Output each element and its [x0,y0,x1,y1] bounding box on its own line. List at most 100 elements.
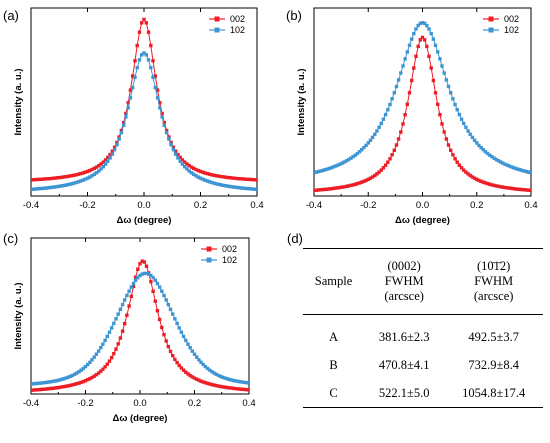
data-point-102 [336,163,340,167]
data-point-002 [42,177,47,181]
data-point-102 [418,21,422,26]
data-point-102 [42,381,46,385]
data-point-102 [375,129,379,133]
data-point-102 [329,166,334,170]
data-point-102 [181,334,186,339]
data-point-102 [118,307,123,311]
table-cell: 732.9±8.4 [468,357,519,372]
data-point-102 [509,165,514,169]
data-point-102 [197,358,201,362]
x-tick-label: -0.4 [306,200,322,211]
data-point-102 [178,159,182,163]
data-point-002 [355,181,360,186]
data-point-102 [360,148,364,152]
data-point-002 [47,177,51,181]
data-point-102 [140,272,144,276]
data-point-002 [155,309,160,313]
data-point-002 [420,35,425,40]
data-point-102 [498,160,503,164]
data-point-102 [49,185,53,190]
data-point-102 [416,23,420,28]
header-sample: Sample [314,274,353,288]
data-point-102 [334,164,338,168]
data-point-102 [67,182,72,186]
data-point-102 [522,169,527,173]
data-point-002 [253,178,257,182]
data-point-102 [173,317,177,321]
table-row: B 470.8±4.1 732.9±8.4 [303,351,543,379]
data-point-102 [64,376,68,380]
data-point-002 [192,376,197,380]
data-point-002 [418,38,422,42]
data-point-002 [388,157,392,161]
data-point-102 [505,163,509,167]
data-point-102 [342,160,347,164]
data-point-002 [196,168,200,173]
data-point-102 [160,115,164,119]
data-point-102 [56,184,60,189]
data-point-002 [94,373,99,377]
data-point-002 [205,381,210,386]
data-point-102 [94,171,99,175]
data-point-002 [323,187,327,192]
legend-label: 102 [222,255,237,265]
data-point-002 [176,152,180,157]
y-axis-title: Intensity (a. u.) [296,68,307,135]
data-point-102 [122,123,126,127]
series-group [314,21,531,192]
data-point-102 [250,187,255,191]
data-point-002 [131,74,135,78]
data-point-002 [498,185,503,189]
data-point-102 [212,181,216,185]
data-point-102 [119,130,124,135]
data-point-102 [59,377,64,382]
data-point-102 [31,382,35,386]
data-point-102 [124,115,128,119]
data-point-002 [117,135,121,139]
data-point-002 [208,382,212,386]
data-point-002 [446,143,451,147]
table-cell: C [329,385,338,400]
data-point-002 [475,177,479,182]
data-point-102 [36,187,40,191]
data-point-002 [216,384,221,388]
table-row: A 381.6±2.3 492.5±3.7 [303,315,543,352]
data-point-102 [436,50,440,54]
data-point-102 [142,51,146,55]
data-point-002 [58,175,63,180]
data-point-102 [529,171,531,175]
data-point-002 [481,180,485,184]
data-point-102 [192,352,197,356]
data-point-102 [414,27,418,31]
data-point-002 [124,111,128,116]
data-point-102 [494,157,498,162]
data-point-002 [119,128,124,133]
data-point-002 [96,371,101,375]
data-point-102 [110,326,114,330]
data-point-002 [171,354,175,358]
data-point-002 [494,184,498,188]
data-point-002 [164,339,168,343]
data-point-102 [123,298,127,302]
x-tick-label: -0.2 [79,200,95,211]
data-point-002 [210,382,214,387]
data-point-002 [390,153,394,157]
data-point-102 [488,153,492,157]
data-point-102 [164,298,168,302]
data-point-102 [136,275,140,280]
data-point-102 [162,293,166,298]
data-point-102 [366,141,370,145]
data-point-002 [46,387,51,391]
data-point-102 [127,289,131,293]
data-point-102 [331,165,336,169]
data-point-002 [164,128,169,133]
data-point-002 [235,176,239,181]
data-point-102 [496,159,501,163]
data-point-002 [44,387,48,391]
data-point-002 [180,158,185,162]
data-point-002 [40,387,44,392]
data-point-102 [168,307,173,311]
data-point-002 [214,174,218,178]
data-point-102 [507,164,511,168]
data-point-102 [464,125,468,129]
